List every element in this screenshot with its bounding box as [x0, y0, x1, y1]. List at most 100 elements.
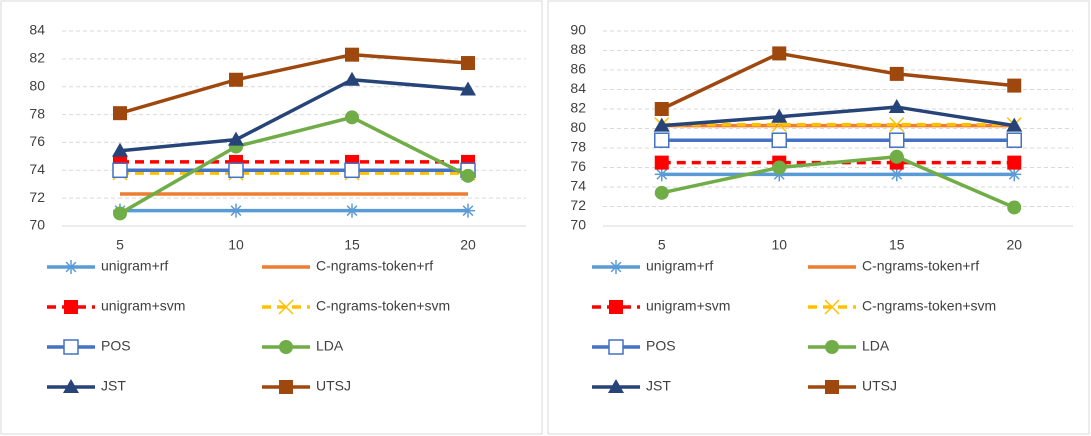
marker	[229, 203, 243, 218]
marker	[1007, 78, 1022, 93]
legend-marker	[64, 300, 78, 314]
y-tick-label: 80	[570, 119, 586, 135]
legend-marker	[609, 300, 623, 314]
legend-marker	[608, 339, 624, 355]
marker	[772, 160, 787, 175]
legend-label: UTSJ	[862, 378, 897, 394]
y-tick-label: 84	[570, 80, 586, 96]
y-tick-label: 70	[570, 217, 586, 233]
y-tick-label: 78	[29, 105, 45, 121]
marker	[1007, 167, 1022, 182]
marker	[112, 142, 128, 157]
legend-marker	[608, 379, 624, 393]
legend-marker	[825, 340, 839, 354]
marker	[653, 117, 670, 132]
y-tick-label: 82	[570, 100, 586, 116]
y-tick-label: 80	[29, 77, 45, 93]
marker	[889, 66, 904, 81]
legend-marker	[278, 299, 294, 315]
y-tick-label: 86	[570, 61, 586, 77]
legend-label: JST	[101, 378, 126, 394]
marker	[461, 168, 475, 183]
y-tick-label: 74	[570, 178, 586, 194]
x-tick-label: 15	[344, 237, 360, 253]
series-line	[661, 105, 1015, 128]
marker	[113, 206, 127, 221]
series-line	[661, 155, 1015, 210]
marker	[345, 203, 359, 218]
y-tick-label: 88	[570, 41, 586, 57]
x-tick-label: 15	[889, 237, 905, 253]
marker-stroke	[889, 117, 905, 133]
y-tick-label: 74	[29, 161, 45, 177]
y-tick-label: 72	[570, 197, 586, 213]
panel	[547, 0, 1090, 435]
marker	[888, 99, 905, 114]
marker	[654, 155, 669, 170]
marker	[228, 162, 244, 179]
legend-marker	[64, 260, 78, 274]
marker	[1007, 155, 1022, 170]
marker	[344, 162, 360, 179]
series-line	[661, 51, 1015, 111]
y-tick-label: 90	[570, 22, 586, 38]
marker	[772, 46, 787, 61]
y-tick-label: 70	[29, 217, 45, 233]
legend-label: unigram+rf	[646, 258, 713, 274]
legend-label: unigram+svm	[101, 298, 185, 314]
legend-marker	[63, 379, 79, 393]
legend-label: LDA	[862, 338, 890, 354]
marker	[461, 203, 475, 218]
x-tick-label: 20	[1006, 237, 1022, 253]
marker	[654, 185, 669, 200]
marker	[345, 110, 359, 125]
legend-marker	[63, 339, 79, 355]
legend-label: JST	[646, 378, 671, 394]
marker	[889, 149, 904, 164]
legend-label: C-ngrams-token+svm	[862, 298, 996, 314]
series-line	[119, 52, 469, 115]
marker-stroke	[824, 299, 840, 315]
legend-marker	[609, 260, 623, 274]
legend-marker	[824, 299, 840, 315]
legend-label: POS	[101, 338, 131, 354]
legend-label: unigram+rf	[101, 258, 168, 274]
marker	[654, 132, 670, 148]
y-tick-label: 78	[570, 139, 586, 155]
marker	[229, 72, 243, 87]
x-tick-label: 20	[460, 237, 476, 253]
marker	[654, 102, 669, 116]
marker	[228, 131, 244, 146]
legend-marker	[279, 380, 293, 394]
legend-label: C-ngrams-token+svm	[316, 298, 450, 314]
x-tick-label: 10	[771, 237, 787, 253]
y-tick-label: 84	[29, 22, 45, 38]
x-tick-label: 5	[116, 237, 124, 253]
marker	[344, 71, 360, 86]
panel	[0, 0, 543, 435]
x-tick-label: 10	[228, 237, 244, 253]
legend-label: C-ngrams-token+rf	[316, 258, 433, 274]
marker	[1006, 132, 1022, 148]
y-tick-label: 76	[570, 158, 586, 174]
legend-label: POS	[646, 338, 676, 354]
marker	[345, 47, 359, 62]
y-tick-label: 72	[29, 189, 45, 205]
legend-label: unigram+svm	[646, 298, 730, 314]
legend-label: UTSJ	[316, 378, 351, 394]
legend-marker	[825, 380, 839, 394]
x-tick-label: 5	[658, 237, 666, 253]
y-tick-label: 76	[29, 133, 45, 149]
marker	[1006, 117, 1023, 132]
y-tick-label: 82	[29, 50, 45, 66]
marker	[889, 167, 904, 182]
legend-marker	[279, 340, 293, 354]
marker	[889, 132, 905, 148]
marker	[113, 106, 127, 121]
marker	[461, 56, 475, 71]
marker-stroke	[278, 299, 294, 315]
legend-label: C-ngrams-token+rf	[862, 258, 979, 274]
marker	[771, 108, 788, 123]
marker	[112, 162, 128, 179]
